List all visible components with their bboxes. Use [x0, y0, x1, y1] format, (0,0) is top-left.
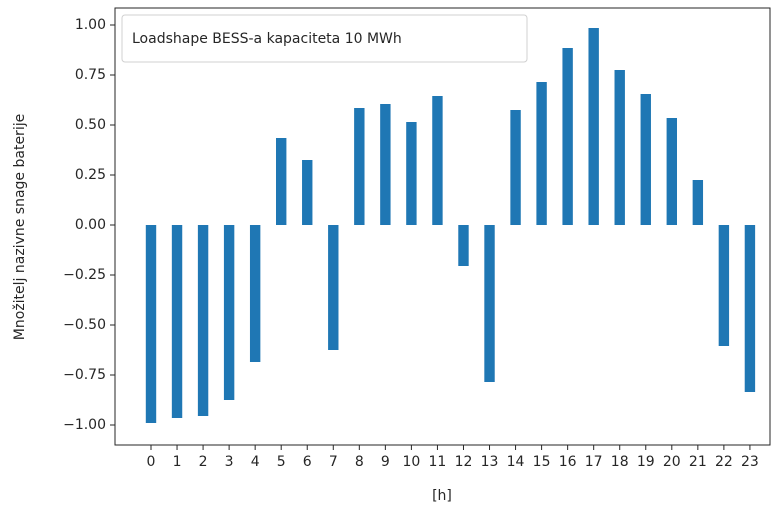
bar: [276, 138, 287, 225]
bar: [692, 180, 704, 225]
x-tick-label: 10: [402, 454, 420, 470]
bar: [536, 82, 547, 225]
x-tick-label: 3: [225, 454, 234, 470]
bar: [171, 225, 183, 418]
y-tick-label: 0.25: [75, 167, 106, 183]
x-tick-label: 4: [251, 454, 260, 470]
bar: [484, 225, 495, 382]
bar: [588, 28, 599, 225]
x-tick-label: 2: [199, 454, 208, 470]
bar: [744, 225, 756, 392]
x-tick-label: 19: [637, 454, 655, 470]
bar: [640, 94, 651, 225]
bar: [354, 108, 365, 225]
bar: [406, 122, 417, 225]
bar: [328, 225, 339, 350]
y-axis-label: Množitelj nazivne snage baterije: [12, 114, 28, 340]
x-tick-label: 13: [481, 454, 499, 470]
bar: [718, 225, 730, 346]
legend-box: [121, 14, 528, 63]
x-axis-label: [h]: [432, 488, 452, 504]
bar: [458, 225, 469, 266]
y-tick-label: −0.50: [63, 317, 106, 333]
y-tick-label: 0.00: [75, 217, 106, 233]
y-tick-label: −0.25: [63, 267, 106, 283]
bar: [197, 225, 209, 416]
bar: [249, 225, 261, 362]
plot-frame: [114, 7, 771, 446]
x-tick-label: 1: [173, 454, 182, 470]
y-tick-label: −1.00: [63, 417, 106, 433]
bar: [432, 96, 443, 225]
x-tick-label: 0: [147, 454, 156, 470]
bar: [614, 70, 625, 225]
x-tick-label: 6: [303, 454, 312, 470]
x-tick-label: 11: [429, 454, 447, 470]
x-tick-label: 9: [381, 454, 390, 470]
x-tick-label: 16: [559, 454, 577, 470]
x-tick-label: 20: [663, 454, 681, 470]
bar: [666, 118, 677, 225]
bar: [145, 225, 157, 423]
bar: [223, 225, 235, 400]
x-tick-label: 14: [507, 454, 525, 470]
y-tick-label: 1.00: [75, 17, 106, 33]
y-tick-label: −0.75: [63, 367, 106, 383]
bar: [302, 160, 313, 225]
bar: [510, 110, 521, 225]
bar: [562, 48, 573, 225]
x-tick-label: 15: [533, 454, 551, 470]
x-tick-label: 7: [329, 454, 338, 470]
x-tick-label: 18: [611, 454, 629, 470]
y-tick-label: 0.50: [75, 117, 106, 133]
x-tick-label: 23: [741, 454, 759, 470]
x-tick-label: 5: [277, 454, 286, 470]
x-tick-label: 12: [455, 454, 473, 470]
x-tick-label: 8: [355, 454, 364, 470]
x-tick-label: 17: [585, 454, 603, 470]
y-tick-label: 0.75: [75, 67, 106, 83]
bar: [380, 104, 391, 225]
legend-label: Loadshape BESS-a kapaciteta 10 MWh: [132, 31, 402, 47]
x-tick-label: 21: [689, 454, 707, 470]
x-tick-label: 22: [715, 454, 733, 470]
